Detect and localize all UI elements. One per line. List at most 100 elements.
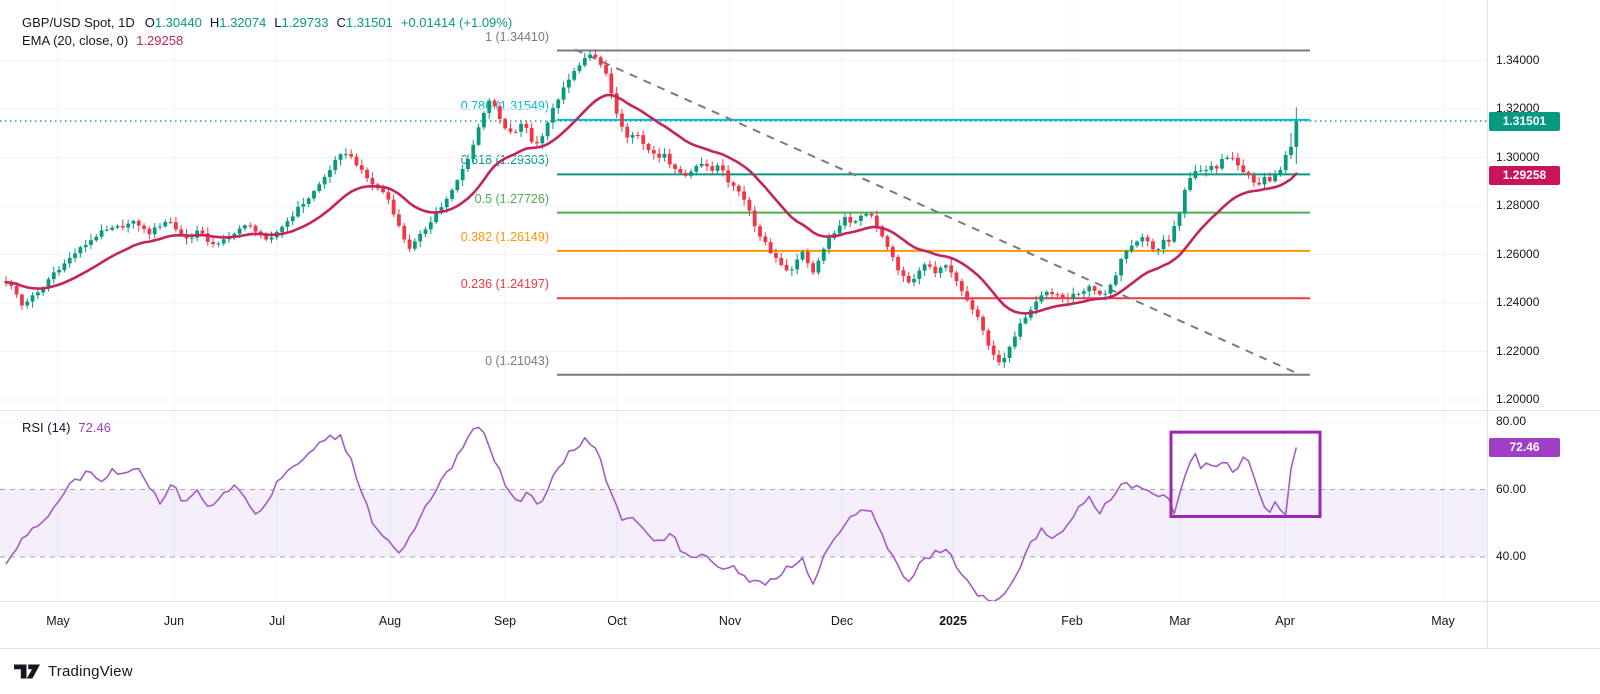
candle-body-down: [1246, 172, 1251, 176]
candle-body-up: [83, 244, 88, 248]
candle-body-up: [1034, 301, 1039, 310]
footer-bar: TradingView: [0, 648, 1600, 694]
tradingview-logo-icon[interactable]: [14, 664, 40, 679]
rsi-legend[interactable]: RSI (14) 72.46: [22, 420, 111, 435]
fib-label-0: 1 (1.34410): [485, 29, 549, 44]
candle-body-up: [163, 221, 168, 227]
candle-body-up: [99, 230, 104, 237]
time-axis-border: [0, 601, 1600, 602]
candle-body-up: [232, 233, 237, 237]
candle-body-down: [1257, 182, 1262, 185]
candle-body-down: [200, 230, 205, 234]
candle-body-up: [455, 180, 460, 191]
ema-value-badge: 1.29258: [1489, 165, 1560, 185]
candle-body-up: [545, 122, 550, 137]
candle-body-up: [1087, 286, 1092, 292]
candle-body-down: [965, 291, 970, 301]
candle-body-down: [970, 300, 975, 310]
candle-body-down: [1097, 290, 1102, 295]
candle-body-up: [1124, 250, 1129, 260]
high-label: H: [209, 15, 220, 30]
chart-canvas[interactable]: [0, 0, 1490, 602]
candle-body-down: [710, 166, 715, 171]
rsi-highlight-box[interactable]: [1169, 430, 1322, 518]
candle-body-down: [1214, 165, 1219, 169]
candle-body-down: [869, 213, 874, 216]
candle-body-down: [524, 123, 529, 128]
candle-body-down: [1166, 239, 1171, 242]
candle-body-up: [51, 272, 56, 280]
candle-body-up: [1002, 357, 1007, 363]
candle-body-down: [901, 270, 906, 276]
ema-legend[interactable]: EMA (20, close, 0) 1.29258: [22, 33, 183, 48]
candle-body-up: [789, 269, 794, 271]
candle-body-up: [816, 260, 821, 273]
candle-body-up: [110, 227, 115, 230]
candle-body-down: [179, 229, 184, 235]
candle-body-up: [412, 241, 417, 249]
candle-body-up: [859, 215, 863, 221]
candle-body-down: [981, 316, 985, 331]
candle-body-down: [1066, 297, 1070, 299]
candle-body-down: [147, 228, 152, 235]
candle-body-up: [1161, 239, 1166, 250]
candle-body-down: [975, 309, 980, 317]
candle-body-up: [57, 270, 61, 273]
candle-body-down: [620, 113, 624, 127]
candle-body-down: [20, 294, 24, 306]
candle-body-down: [933, 266, 938, 274]
descending-trendline[interactable]: [574, 48, 1301, 376]
candle-body-up: [1198, 170, 1203, 172]
candle-body-up: [912, 278, 916, 283]
candle-body-up: [328, 170, 332, 177]
open-label: O: [144, 15, 155, 30]
candle-body-down: [752, 210, 757, 227]
candle-body-up: [290, 216, 295, 222]
symbol-title[interactable]: GBP/USD Spot, 1D: [22, 15, 135, 30]
candle-body-up: [943, 265, 948, 268]
candle-body-down: [991, 345, 996, 355]
candle-body-up: [577, 65, 582, 72]
candle-body-up: [428, 222, 433, 230]
candle-body-down: [9, 282, 14, 286]
candle-body-up: [115, 226, 120, 228]
candle-body-down: [142, 225, 146, 229]
candle-body-down: [248, 225, 253, 227]
candle-body-up: [1119, 259, 1123, 276]
open-value: 1.30440: [154, 15, 202, 30]
candle-body-up: [1007, 346, 1012, 358]
candle-body-down: [120, 226, 125, 228]
candle-body-up: [1156, 249, 1161, 251]
candle-body-up: [482, 112, 486, 128]
candle-body-down: [513, 131, 518, 133]
candle-body-down: [503, 119, 508, 129]
tradingview-wordmark[interactable]: TradingView: [48, 663, 133, 680]
candle-body-up: [662, 153, 667, 158]
candle-body-down: [784, 265, 789, 271]
pane-separator[interactable]: [0, 410, 1600, 411]
candle-body-down: [365, 169, 369, 179]
candle-body-up: [582, 58, 587, 66]
candle-body-up: [694, 166, 699, 172]
candle-body-down: [604, 64, 608, 74]
rsi-indicator-title[interactable]: RSI (14): [22, 420, 71, 435]
candle-body-up: [630, 135, 635, 138]
candle-body-up: [343, 154, 348, 156]
candle-body-up: [1044, 291, 1049, 296]
candle-body-up: [1135, 241, 1139, 246]
ema-indicator-title[interactable]: EMA (20, close, 0): [22, 33, 129, 48]
candle-body-down: [928, 264, 932, 267]
candle-body-up: [689, 171, 693, 176]
candle-body-up: [938, 267, 943, 274]
candle-body-up: [1209, 165, 1214, 170]
candle-body-up: [439, 207, 444, 214]
candle-body-up: [460, 168, 465, 181]
candle-body-down: [874, 215, 879, 227]
close-label: C: [336, 15, 346, 30]
candle-body-up: [46, 279, 51, 288]
candle-body-up: [41, 287, 46, 293]
candle-body-up: [864, 213, 869, 216]
candle-body-down: [954, 272, 959, 282]
rsi-value-badge: 72.46: [1489, 437, 1560, 457]
candle-body-down: [1267, 177, 1272, 182]
